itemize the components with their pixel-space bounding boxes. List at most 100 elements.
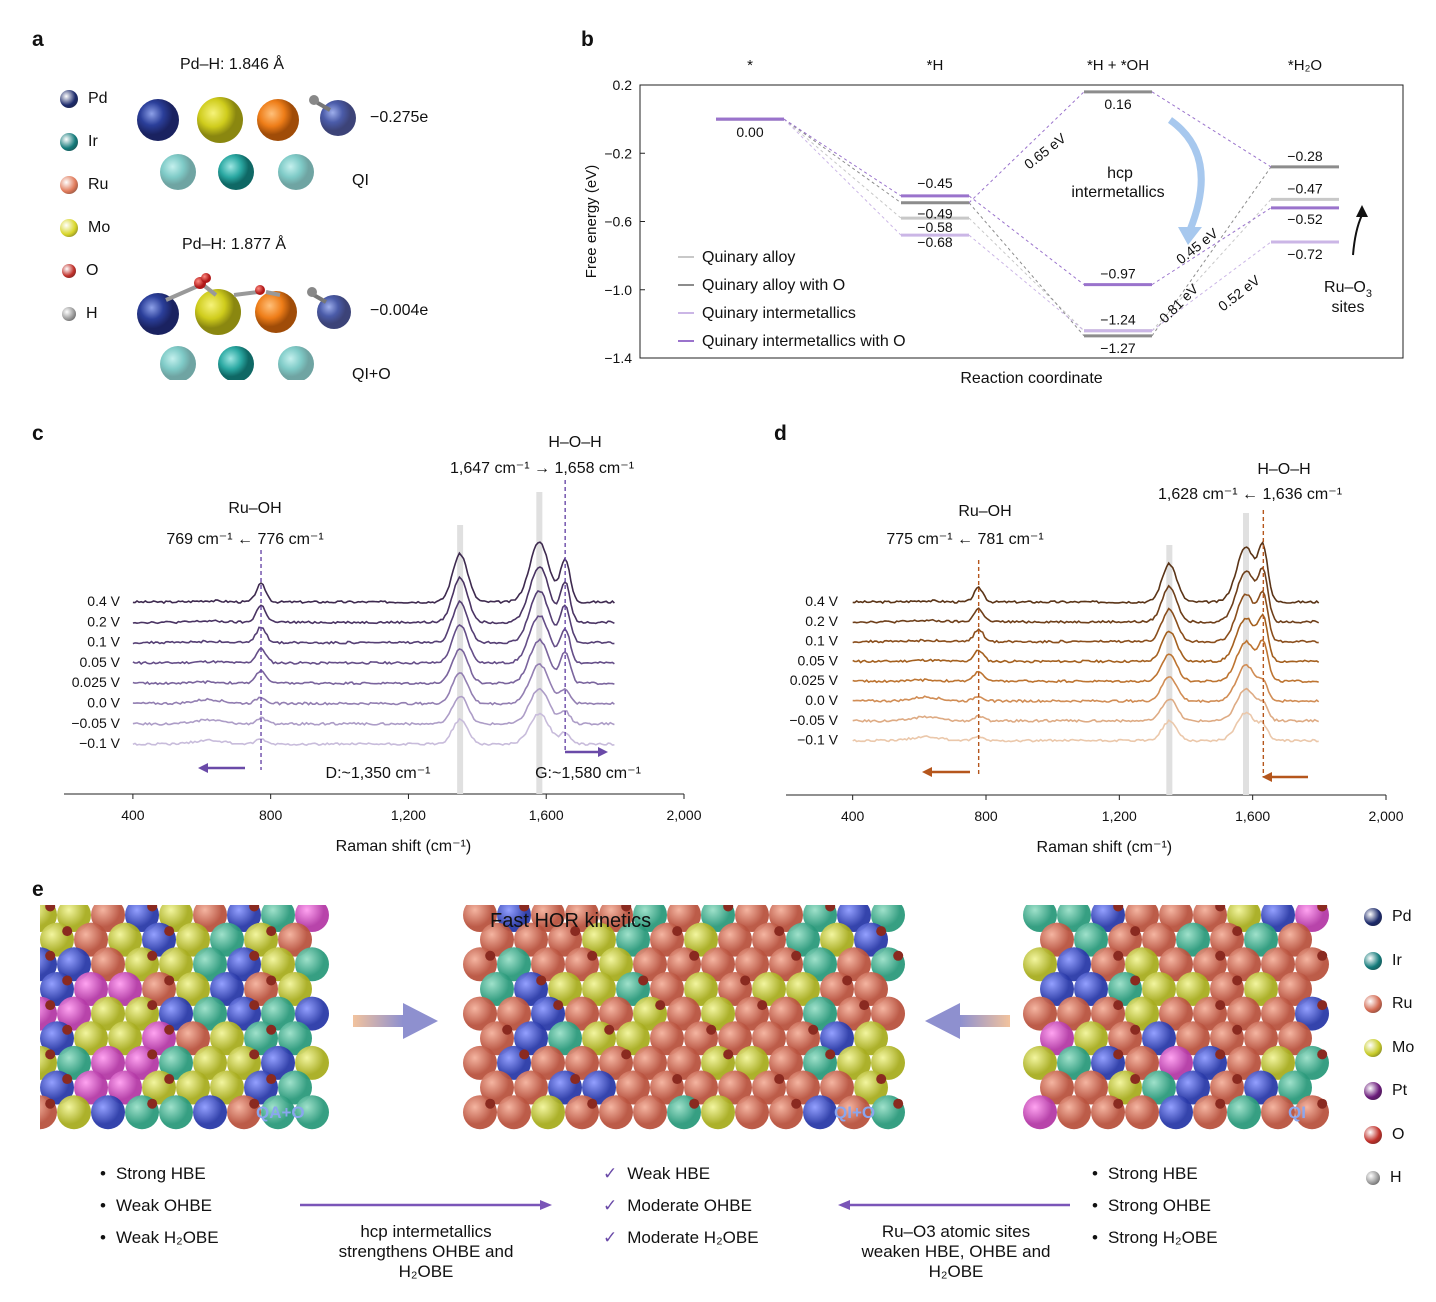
atom-ball-icon bbox=[1364, 1125, 1382, 1144]
surface-atom bbox=[278, 971, 312, 1006]
d-hoh-title: H–O–H bbox=[1257, 461, 1310, 478]
surface-atom bbox=[718, 1021, 752, 1056]
surface-atom bbox=[91, 996, 125, 1031]
c-voltage-label: 0.4 V bbox=[87, 593, 120, 609]
surface-o-atom bbox=[1317, 1049, 1328, 1060]
b-legend-label: Quinary intermetallics bbox=[702, 305, 856, 322]
surface-atom bbox=[193, 947, 227, 982]
atom-ball-icon bbox=[60, 176, 78, 194]
c-voltage-label: 0.0 V bbox=[87, 695, 120, 711]
surface-o-atom bbox=[164, 1024, 175, 1035]
c-voltage-label: 0.05 V bbox=[80, 654, 121, 670]
surface-atom bbox=[210, 971, 244, 1006]
surface-o-atom bbox=[604, 1024, 615, 1035]
surface-atom bbox=[1023, 947, 1057, 982]
surface-o-atom bbox=[164, 1074, 175, 1085]
surface-atom bbox=[565, 996, 599, 1031]
b-xlabel: Reaction coordinate bbox=[960, 370, 1102, 387]
surface-atom bbox=[210, 922, 244, 957]
surface-atom bbox=[74, 922, 108, 957]
b-annot-intermetallics: intermetallics bbox=[1071, 184, 1164, 201]
b-barrier-label: 0.65 eV bbox=[1021, 129, 1069, 172]
c-ruoh-title: Ru–OH bbox=[228, 500, 281, 517]
d-xtick-label: 2,000 bbox=[1368, 808, 1403, 824]
surface-atom bbox=[1261, 1095, 1295, 1130]
b-connector bbox=[1151, 166, 1272, 337]
panel-b-energy-diagram: 0.2 −0.2 −0.6 −1.0 −1.4 Free energy (eV) React… bbox=[583, 57, 1404, 387]
surface-o-atom bbox=[774, 1074, 785, 1085]
surface-atom bbox=[1278, 971, 1312, 1006]
surface-o-atom bbox=[570, 926, 581, 937]
b-curved-arrow-head bbox=[1178, 227, 1202, 245]
surface-atom bbox=[1074, 1070, 1108, 1105]
surface-atom bbox=[684, 1070, 718, 1105]
e-legend-label: H bbox=[1390, 1169, 1402, 1186]
c-voltage-label: −0.05 V bbox=[71, 715, 120, 731]
surface-atom bbox=[616, 922, 650, 957]
surface-atom bbox=[514, 1070, 548, 1105]
c-spectrum bbox=[132, 662, 615, 706]
b-annot-hcp: hcp bbox=[1107, 165, 1133, 182]
surface-o-atom bbox=[164, 926, 175, 937]
d-voltage-label: 0.025 V bbox=[790, 672, 839, 688]
surface-atom bbox=[463, 996, 497, 1031]
surface-o-atom bbox=[519, 1049, 530, 1060]
surface-atom bbox=[1227, 1045, 1261, 1080]
surface-atom bbox=[548, 1021, 582, 1056]
d-voltage-label: −0.1 V bbox=[797, 732, 839, 748]
surface-o-atom bbox=[1215, 1000, 1226, 1011]
surface-atom bbox=[837, 1045, 871, 1080]
surface-atom bbox=[1278, 1021, 1312, 1056]
surface-atom bbox=[1227, 1095, 1261, 1130]
surface-atom bbox=[599, 996, 633, 1031]
c-xtick-label: 2,000 bbox=[666, 807, 701, 823]
surface-atom bbox=[57, 1095, 91, 1130]
surface-atom bbox=[159, 1095, 193, 1130]
surface-atom bbox=[497, 947, 531, 982]
b-level-label: 0.16 bbox=[1104, 96, 1131, 112]
surface-atom bbox=[261, 1045, 295, 1080]
surface-atom bbox=[1074, 1021, 1108, 1056]
e-list-item: • Weak OHBE bbox=[100, 1196, 213, 1215]
c-spectrum bbox=[132, 637, 615, 686]
c-xtick-label: 800 bbox=[259, 807, 283, 823]
surface-o-atom bbox=[893, 1098, 904, 1109]
a-legend-item: H bbox=[60, 305, 98, 323]
surface-atom bbox=[295, 1095, 329, 1130]
surface-atom bbox=[701, 1095, 735, 1130]
surface-atom bbox=[193, 1095, 227, 1130]
d-spectrum bbox=[852, 566, 1320, 624]
surface-atom bbox=[1176, 922, 1210, 957]
a-top-charge: −0.275e bbox=[370, 109, 429, 126]
surface-atom bbox=[1159, 996, 1193, 1031]
surface-atom bbox=[531, 947, 565, 982]
surface-atom bbox=[1261, 947, 1295, 982]
surface-atom bbox=[1142, 1070, 1176, 1105]
surface-atom bbox=[91, 947, 125, 982]
c-spectrum bbox=[132, 615, 615, 666]
d-xtick-label: 400 bbox=[841, 808, 865, 824]
surface-o-atom bbox=[570, 1074, 581, 1085]
surface-qi-o bbox=[463, 905, 905, 1130]
surface-o-atom bbox=[147, 1000, 158, 1011]
c-voltage-label: −0.1 V bbox=[79, 735, 121, 751]
surface-atom bbox=[74, 1070, 108, 1105]
d-voltage-label: 0.05 V bbox=[798, 652, 839, 668]
e-list-item: ✓ Weak HBE bbox=[603, 1164, 711, 1183]
surface-atom bbox=[91, 1095, 125, 1130]
b-level-label: −0.72 bbox=[1287, 246, 1323, 262]
atom-ball-icon bbox=[60, 133, 78, 151]
surface-atom bbox=[854, 1021, 888, 1056]
c-xtick-label: 400 bbox=[121, 807, 145, 823]
a-bottom-label: QI+O bbox=[352, 366, 391, 383]
surface-o-atom bbox=[1317, 1098, 1328, 1109]
e-left-tag: QA+O bbox=[256, 1103, 305, 1122]
e-list-item: • Strong OHBE bbox=[1092, 1196, 1211, 1215]
surface-atom bbox=[108, 922, 142, 957]
b-ytick-label: −0.6 bbox=[604, 214, 632, 230]
surface-o-atom bbox=[1130, 926, 1141, 937]
b-connector bbox=[968, 91, 1085, 204]
c-voltage-label: 0.2 V bbox=[87, 613, 120, 629]
surface-o-atom bbox=[723, 905, 734, 912]
c-spectrum bbox=[132, 712, 615, 746]
